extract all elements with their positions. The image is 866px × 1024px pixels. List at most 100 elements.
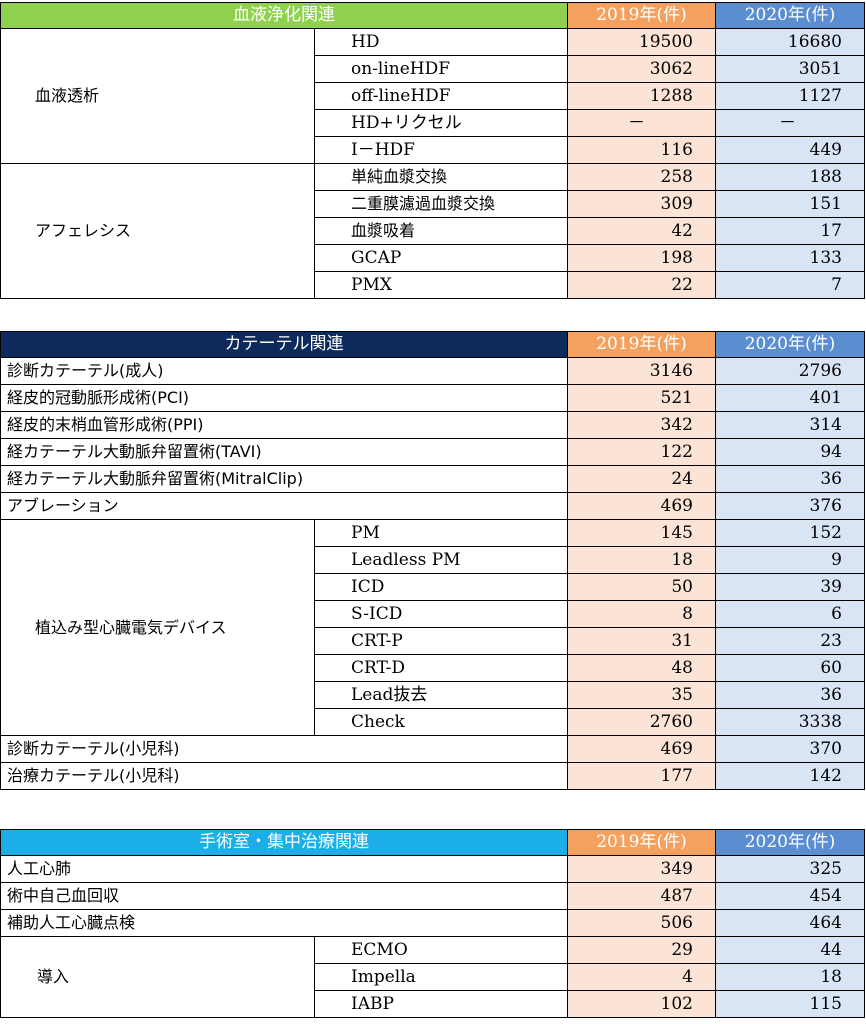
value-2019: 258 <box>567 163 716 191</box>
table-row: GCAP 198 133 <box>1 244 865 272</box>
row-label: 経カテーテル大動脈弁留置術(MitralClip) <box>0 465 568 493</box>
group-label-hemodialysis: 血液透析 <box>0 28 315 164</box>
value-2019: 31 <box>567 627 716 655</box>
table-row: IABP 102 115 <box>1 990 865 1018</box>
table-row: 治療カテーテル(小児科) 177 142 <box>0 762 865 790</box>
value-2020: 60 <box>715 654 865 682</box>
row-label: 血漿吸着 <box>314 217 568 245</box>
table-row: CRT-P 31 23 <box>1 627 865 655</box>
value-2020: 7 <box>715 271 865 299</box>
value-2020: 6 <box>715 600 865 628</box>
value-2020: 376 <box>715 492 865 520</box>
value-2020: 36 <box>715 681 865 709</box>
row-label: Check <box>314 708 568 736</box>
value-2020: 16680 <box>715 28 865 56</box>
value-2019: 50 <box>567 573 716 601</box>
value-2020: 36 <box>715 465 865 493</box>
row-label: Leadless PM <box>314 546 568 574</box>
row-label: I－HDF <box>314 136 568 164</box>
table-row: 二重膜濾過血漿交換 309 151 <box>1 190 865 218</box>
table-row: on-lineHDF 3062 3051 <box>1 55 865 83</box>
row-label: CRT-P <box>314 627 568 655</box>
value-2020: 188 <box>715 163 865 191</box>
table-row: 術中自己血回収 487 454 <box>0 882 865 910</box>
table-row: 血漿吸着 42 17 <box>1 217 865 245</box>
value-2020: 142 <box>715 762 865 790</box>
row-label: Impella <box>314 963 568 991</box>
table-row: 診断カテーテル(小児科) 469 370 <box>0 735 865 763</box>
row-label: 治療カテーテル(小児科) <box>0 762 568 790</box>
row-label: HD <box>314 28 568 56</box>
table-row: PMX 22 7 <box>1 271 865 299</box>
value-2019: 309 <box>567 190 716 218</box>
table-row: Impella 4 18 <box>1 963 865 991</box>
value-2020: 9 <box>715 546 865 574</box>
row-label: 経皮的末梢血管形成術(PPI) <box>0 411 568 439</box>
value-2020: 1127 <box>715 82 865 110</box>
value-2019: 8 <box>567 600 716 628</box>
row-label: 術中自己血回収 <box>0 882 568 910</box>
value-2020: 17 <box>715 217 865 245</box>
row-label: GCAP <box>314 244 568 272</box>
row-label: 人工心肺 <box>0 855 568 883</box>
table-header-row: 手術室・集中治療関連 2019年(件) 2020年(件) <box>0 829 865 856</box>
table-row: 経皮的冠動脈形成術(PCI) 521 401 <box>0 384 865 412</box>
value-2020: 133 <box>715 244 865 272</box>
or-icu-table: 手術室・集中治療関連 2019年(件) 2020年(件) 人工心肺 349 32… <box>0 829 865 1018</box>
value-2020: 152 <box>715 519 865 547</box>
row-label: PM <box>314 519 568 547</box>
value-2019: 506 <box>567 909 716 937</box>
table-row: Leadless PM 18 9 <box>1 546 865 574</box>
value-2020: 325 <box>715 855 865 883</box>
row-label: on-lineHDF <box>314 55 568 83</box>
value-2020: 23 <box>715 627 865 655</box>
value-2019: 487 <box>567 882 716 910</box>
value-2020: 3338 <box>715 708 865 736</box>
year-2019-header: 2019年(件) <box>567 331 716 358</box>
table-row: CRT-D 48 60 <box>1 654 865 682</box>
table-row: 補助人工心臓点検 506 464 <box>0 909 865 937</box>
value-2019: 521 <box>567 384 716 412</box>
table-row: 経皮的末梢血管形成術(PPI) 342 314 <box>0 411 865 439</box>
value-2020: 2796 <box>715 357 865 385</box>
table-row: 導入 ECMO 29 44 <box>0 936 865 1018</box>
table-row: アフェレシス 単純血漿交換 258 188 <box>0 163 865 299</box>
value-2019: 2760 <box>567 708 716 736</box>
value-2019: 469 <box>567 735 716 763</box>
value-2020: 3051 <box>715 55 865 83</box>
value-2019: 198 <box>567 244 716 272</box>
value-2019: 349 <box>567 855 716 883</box>
value-2019: 29 <box>567 936 716 964</box>
row-label: アブレーション <box>0 492 568 520</box>
table-row: 植込み型心臓電気デバイス PM 145 152 <box>0 519 865 736</box>
value-2020: 151 <box>715 190 865 218</box>
value-2020: 44 <box>715 936 865 964</box>
row-label: 単純血漿交換 <box>314 163 568 191</box>
row-label: ECMO <box>314 936 568 964</box>
value-2019: 1288 <box>567 82 716 110</box>
value-2019: 145 <box>567 519 716 547</box>
group-label-apheresis: アフェレシス <box>0 163 315 299</box>
value-2019: 102 <box>567 990 716 1018</box>
group-label-cied: 植込み型心臓電気デバイス <box>0 519 315 736</box>
row-label: S-ICD <box>314 600 568 628</box>
row-label: 診断カテーテル(小児科) <box>0 735 568 763</box>
table-row: off-lineHDF 1288 1127 <box>1 82 865 110</box>
value-2019: 19500 <box>567 28 716 56</box>
value-2020: 370 <box>715 735 865 763</box>
row-label: HD+リクセル <box>314 109 568 137</box>
value-2020: 115 <box>715 990 865 1018</box>
value-2019: 42 <box>567 217 716 245</box>
row-label: ICD <box>314 573 568 601</box>
table-row: Check 2760 3338 <box>1 708 865 736</box>
table-row: Lead抜去 35 36 <box>1 681 865 709</box>
table-row: アブレーション 469 376 <box>0 492 865 520</box>
value-2019: － <box>567 109 716 137</box>
table-row: 診断カテーテル(成人) 3146 2796 <box>0 357 865 385</box>
row-label: CRT-D <box>314 654 568 682</box>
row-label: IABP <box>314 990 568 1018</box>
section-title: 血液浄化関連 <box>0 2 568 29</box>
table-row: HD+リクセル － － <box>1 109 865 137</box>
table-row: 経カテーテル大動脈弁留置術(MitralClip) 24 36 <box>0 465 865 493</box>
value-2020: 454 <box>715 882 865 910</box>
